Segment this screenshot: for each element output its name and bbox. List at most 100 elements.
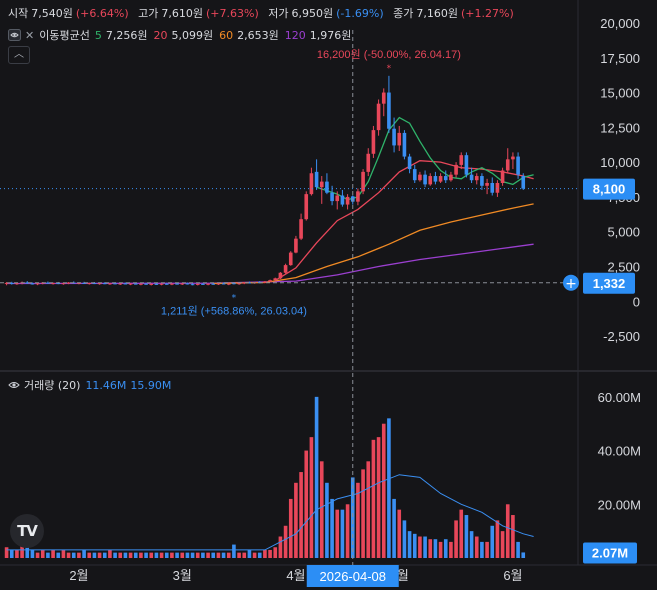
volume-bar bbox=[30, 549, 35, 558]
volume-bar bbox=[190, 552, 195, 558]
candle-body bbox=[397, 132, 402, 146]
volume-bar bbox=[247, 549, 252, 558]
candle-body bbox=[454, 164, 458, 175]
ma-period: 60 bbox=[219, 29, 234, 42]
volume-bar bbox=[294, 482, 298, 558]
candle-body bbox=[283, 265, 288, 273]
volume-bar bbox=[201, 552, 205, 558]
chevron-up-icon[interactable]: ︿ bbox=[8, 46, 30, 64]
open-value: 7,540원 bbox=[31, 7, 73, 20]
candle-body bbox=[387, 92, 391, 129]
volume-bar bbox=[288, 498, 293, 558]
volume-bar bbox=[206, 552, 210, 558]
volume-bar bbox=[299, 472, 303, 558]
candle-body bbox=[402, 132, 407, 157]
candle-body bbox=[309, 173, 314, 195]
volume-bar bbox=[46, 552, 50, 558]
volume-bar bbox=[87, 552, 92, 558]
ma-values: 5 7,256원 20 5,099원 60 2,653원 120 1,976원 bbox=[95, 27, 358, 43]
candle-body bbox=[211, 283, 216, 285]
price-tick-label: 12,500 bbox=[600, 120, 640, 135]
volume-bar bbox=[407, 531, 412, 558]
volume-bar bbox=[521, 552, 526, 558]
volume-name: 거래량 (20) bbox=[24, 379, 81, 392]
candle-body bbox=[180, 283, 185, 285]
candle-body bbox=[485, 183, 489, 186]
candle-body bbox=[505, 159, 510, 171]
candle-body bbox=[299, 219, 303, 239]
ma-value: 1,976원 bbox=[309, 29, 352, 42]
volume-bar bbox=[92, 552, 97, 558]
volume-bar bbox=[195, 552, 200, 558]
candle-body bbox=[221, 283, 226, 285]
volume-bar bbox=[443, 539, 448, 558]
volume-bar bbox=[133, 552, 138, 558]
candle-body bbox=[263, 281, 267, 283]
volume-bar bbox=[366, 461, 371, 558]
candle-body bbox=[102, 283, 107, 285]
candle-body bbox=[376, 103, 381, 131]
volume-bar bbox=[51, 549, 55, 558]
add-alert-button bbox=[563, 274, 579, 291]
volume-bar bbox=[516, 541, 520, 558]
time-tick-label: 4월 bbox=[286, 568, 305, 583]
volume-bar bbox=[438, 541, 443, 558]
candle-body bbox=[25, 282, 30, 284]
tradingview-logo[interactable]: TV bbox=[10, 514, 44, 548]
candle-body bbox=[511, 156, 515, 160]
eye-icon[interactable] bbox=[8, 379, 20, 391]
candle-body bbox=[516, 156, 520, 175]
volume-bar bbox=[480, 541, 484, 558]
low-label: 저가 bbox=[268, 7, 289, 20]
candle-body bbox=[82, 282, 86, 284]
volume-bar bbox=[211, 552, 216, 558]
candle-body bbox=[490, 183, 495, 193]
volume-bar bbox=[361, 469, 365, 558]
ma-legend[interactable]: ✕ 이동평균선 5 7,256원 20 5,099원 60 2,653원 120 1,976원 bbox=[8, 27, 357, 43]
candle-body bbox=[195, 283, 200, 285]
candle-body bbox=[319, 181, 324, 188]
volume-bar bbox=[226, 552, 231, 558]
crosshair-date-label: 2026-04-08 bbox=[320, 569, 387, 584]
volume-bar bbox=[485, 541, 489, 558]
candle-body bbox=[201, 283, 205, 285]
volume-bar bbox=[381, 423, 386, 558]
ma-value: 7,256원 bbox=[105, 29, 148, 42]
close-icon[interactable]: ✕ bbox=[25, 28, 35, 42]
candle-body bbox=[356, 191, 360, 202]
low-marker: * bbox=[232, 293, 237, 303]
volume-bar bbox=[511, 515, 515, 558]
volume-bar bbox=[464, 515, 469, 558]
volume-bar bbox=[144, 552, 148, 558]
volume-bar bbox=[102, 552, 107, 558]
volume-legend[interactable]: 거래량 (20) 11.46M 15.90M bbox=[8, 377, 171, 393]
volume-bar bbox=[454, 520, 458, 558]
candle-body bbox=[170, 283, 174, 285]
volume-bar bbox=[164, 552, 169, 558]
price-tick-label: 5,000 bbox=[607, 225, 640, 240]
price-tick-label: -2,500 bbox=[603, 329, 640, 344]
volume-bar bbox=[175, 552, 179, 558]
candle-body bbox=[144, 283, 148, 285]
candle-body bbox=[56, 283, 61, 285]
candle-body bbox=[226, 283, 231, 285]
high-marker: * bbox=[387, 64, 392, 74]
volume-bar bbox=[469, 531, 474, 558]
candle-body bbox=[495, 183, 500, 193]
last-volume-tag bbox=[583, 542, 637, 564]
last-price-tag bbox=[583, 178, 635, 200]
ma60-line bbox=[213, 203, 534, 285]
ohlc-legend: 시작 7,540원 (+6.64%) 고가 7,610원 (+7.63%) 저가 6,95… bbox=[8, 5, 520, 21]
volume-bar bbox=[392, 498, 396, 558]
candle-body bbox=[361, 171, 365, 192]
eye-icon[interactable] bbox=[8, 29, 21, 41]
volume-bar bbox=[108, 549, 112, 558]
candle-body bbox=[35, 283, 40, 285]
candle-body bbox=[366, 153, 371, 172]
high-value: 7,610원 bbox=[161, 7, 203, 20]
volume-bar bbox=[418, 536, 422, 558]
candle-body bbox=[381, 92, 386, 104]
crosshair-date-tag bbox=[306, 565, 399, 587]
candle-body bbox=[159, 283, 164, 285]
